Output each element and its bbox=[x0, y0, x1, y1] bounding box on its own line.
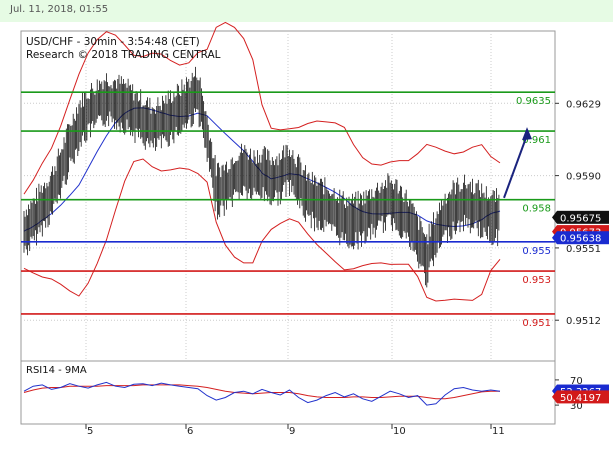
rsi-lines bbox=[23, 381, 501, 406]
price-tag-label: 0.95675 bbox=[560, 213, 601, 224]
bollinger-upper bbox=[23, 21, 501, 195]
forecast-arrow bbox=[503, 127, 532, 199]
y-tick-label: 0.9629 bbox=[566, 99, 601, 110]
level-label: 0.961 bbox=[522, 135, 551, 146]
chart-title: USD/CHF - 30min - 3:54:48 (CET) bbox=[26, 36, 200, 48]
rsi-y-tick-label: 70 bbox=[570, 376, 583, 387]
price-tag bbox=[557, 210, 609, 224]
y-tick-label: 0.9551 bbox=[566, 244, 601, 255]
level-label: 0.951 bbox=[522, 318, 551, 329]
rsi-line bbox=[23, 381, 501, 406]
price-tag-pointer bbox=[552, 210, 557, 224]
chart-subtitle: Research © 2018 TRADING CENTRAL bbox=[26, 49, 221, 61]
price-tag bbox=[557, 231, 609, 245]
x-tick-label: 5 bbox=[87, 426, 93, 437]
level-label: 0.958 bbox=[522, 204, 551, 215]
rsi-ma-line bbox=[23, 384, 500, 400]
forecast-arrow-shaft bbox=[503, 134, 528, 199]
price-bars bbox=[23, 66, 500, 288]
price-axis: 0.9629 0.9590 0.9551 0.9512 bbox=[555, 99, 601, 327]
x-tick-label: 11 bbox=[492, 426, 505, 437]
datetime-label: Jul. 11, 2018, 01:55 bbox=[10, 4, 109, 15]
x-tick-label: 9 bbox=[289, 426, 295, 437]
x-tick-label: 6 bbox=[187, 426, 193, 437]
rsi-y-tick-label: 30 bbox=[570, 401, 583, 412]
forecast-arrow-head bbox=[522, 127, 532, 141]
level-label: 0.9635 bbox=[516, 96, 551, 107]
rsi-tag-label: 50.4197 bbox=[560, 393, 601, 404]
level-label: 0.953 bbox=[522, 275, 551, 286]
support-resistance-levels: 0.9635 0.961 0.958 0.955 0.953 0.951 bbox=[21, 91, 555, 329]
price-tag-pointer bbox=[552, 231, 557, 245]
top-bar: Jul. 11, 2018, 01:55 bbox=[0, 0, 613, 22]
time-axis: 5 6 9 10 11 bbox=[85, 424, 505, 437]
rsi-tag-pointer bbox=[552, 390, 557, 404]
x-tick-label: 10 bbox=[393, 426, 406, 437]
level-label: 0.955 bbox=[522, 246, 551, 257]
rsi-title: RSI14 - 9MA bbox=[26, 365, 87, 376]
y-tick-label: 0.9590 bbox=[566, 172, 601, 183]
price-tag-label: 0.95638 bbox=[560, 234, 601, 245]
rsi-tag bbox=[557, 390, 609, 404]
y-tick-label: 0.9512 bbox=[566, 316, 601, 327]
rsi-axis: 703052.326750.4197 bbox=[552, 376, 609, 412]
